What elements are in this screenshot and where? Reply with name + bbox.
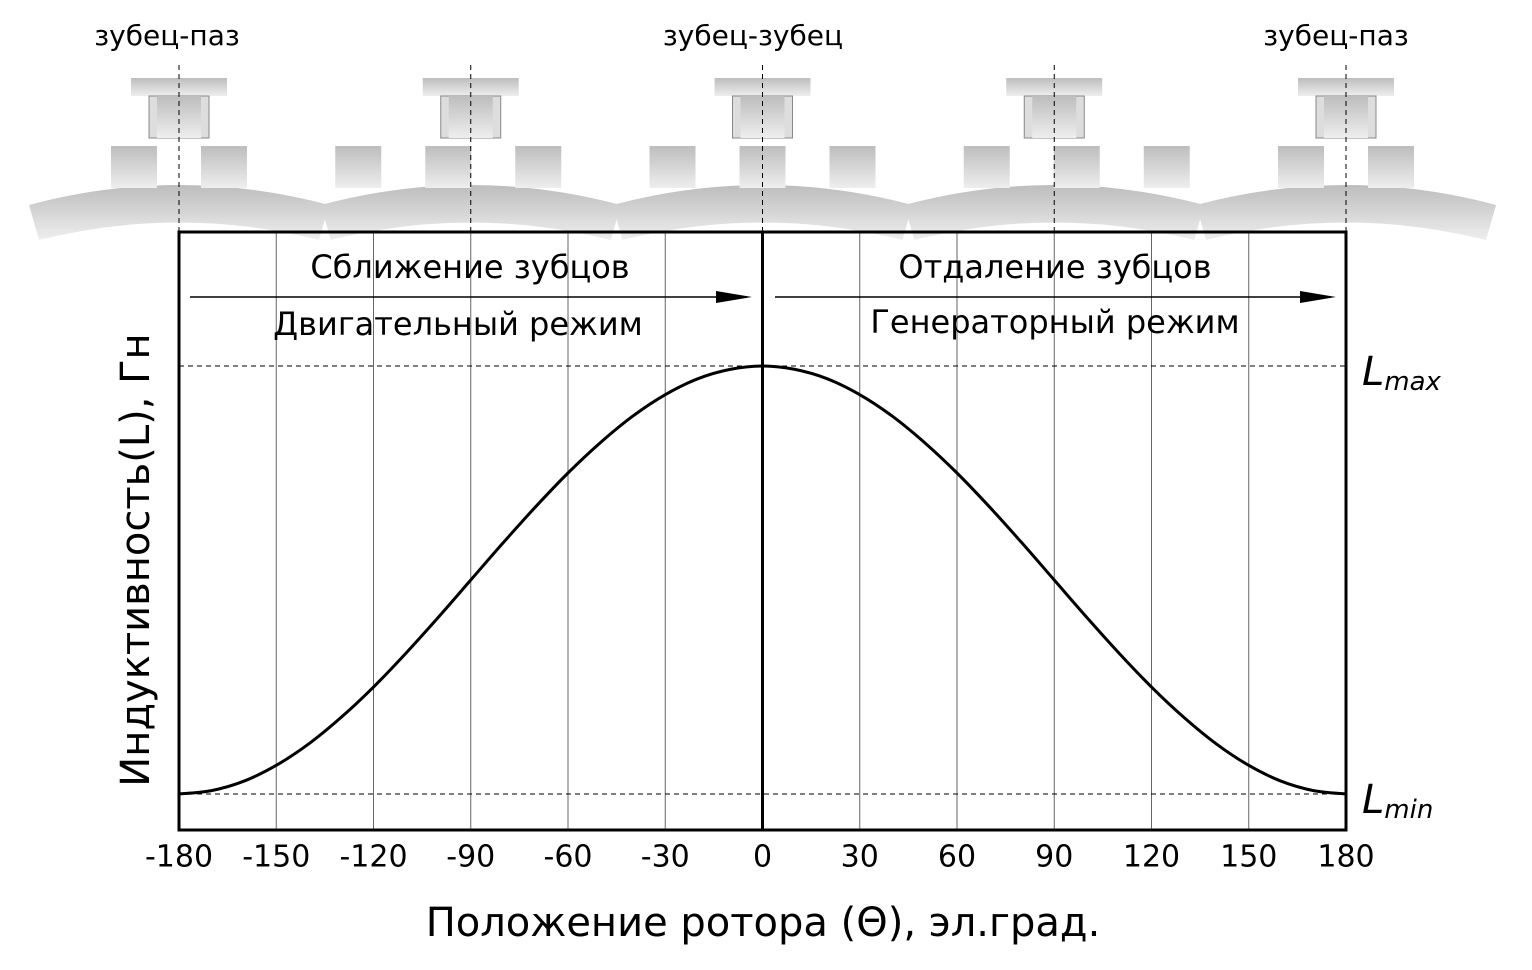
x-tick-label: 180 — [1317, 840, 1374, 875]
x-tick-label: -120 — [339, 840, 407, 875]
x-tick-label: -90 — [446, 840, 495, 875]
x-tick-label: 60 — [938, 840, 976, 875]
rotor-tooth — [201, 146, 247, 188]
rotor-tooth — [515, 146, 562, 188]
rotor-tooth — [1278, 146, 1324, 188]
arrow-head — [716, 291, 752, 303]
position-label: зубец-зубец — [663, 19, 843, 52]
arrow-head — [1300, 291, 1336, 303]
x-tick-label: 120 — [1123, 840, 1180, 875]
x-tick-label: -150 — [242, 840, 310, 875]
x-tick-label: 0 — [753, 840, 772, 875]
x-tick-label: -60 — [544, 840, 593, 875]
plot-frame — [177, 230, 1348, 832]
position-label: зубец-паз — [1263, 19, 1408, 52]
annotation: Отдаление зубцов — [898, 248, 1211, 286]
rotor-tooth — [335, 146, 382, 188]
gear-drawings — [29, 65, 1496, 240]
rotor-tooth — [1143, 146, 1190, 188]
rotor-tooth — [111, 146, 157, 188]
x-tick-label: -30 — [641, 840, 690, 875]
rotor-tooth — [1053, 146, 1100, 188]
x-tick-label: -180 — [145, 840, 213, 875]
y-tick-label: Lmax — [1362, 349, 1442, 397]
position-label: зубец-паз — [94, 19, 239, 52]
x-axis-label: Положение ротора (Θ), эл.град. — [426, 900, 1101, 946]
annotation: Сближение зубцов — [310, 248, 629, 286]
rotor-tooth — [1368, 146, 1414, 188]
rotor-tooth — [649, 146, 696, 188]
annotation: Генераторный режим — [870, 303, 1239, 341]
rotor-tooth — [829, 146, 876, 188]
curve — [178, 364, 1347, 796]
y-axis-label: Индуктивность(L), Гн — [113, 333, 159, 786]
x-tick-label: 90 — [1035, 840, 1073, 875]
x-tick-label: 30 — [841, 840, 879, 875]
plot — [177, 230, 1348, 832]
rotor-tooth — [963, 146, 1010, 188]
y-tick-label: Lmin — [1362, 777, 1433, 825]
rotor-tooth — [425, 146, 472, 188]
annotation: Двигательный режим — [273, 305, 643, 343]
x-tick-label: 150 — [1220, 840, 1277, 875]
